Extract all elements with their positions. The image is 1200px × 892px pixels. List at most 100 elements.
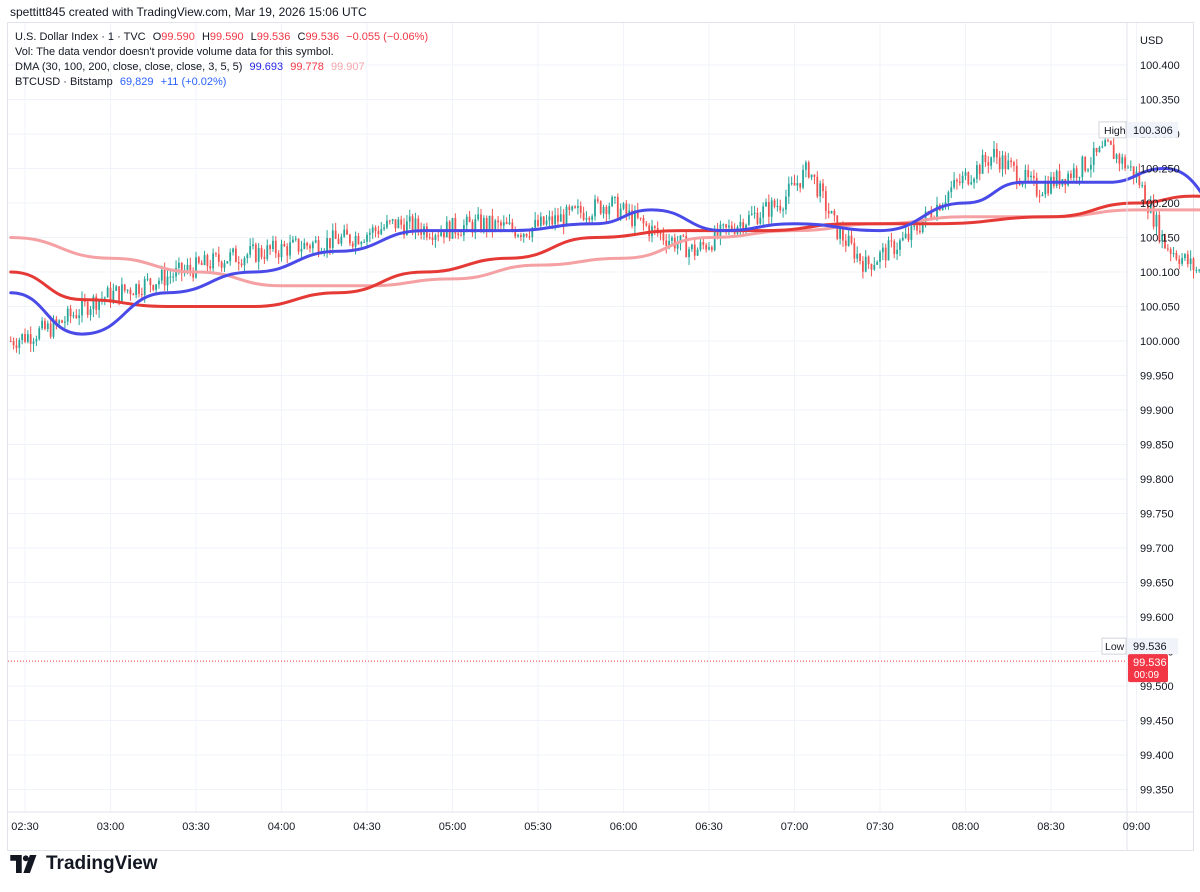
candle-body <box>209 266 212 269</box>
candle-body <box>454 217 457 234</box>
candle-body <box>1067 173 1069 185</box>
candle-body <box>819 183 822 197</box>
candle-body <box>158 280 160 285</box>
candle-body <box>622 203 625 209</box>
candle-body <box>437 235 440 237</box>
candle-body <box>397 219 400 229</box>
candle-body <box>66 308 69 322</box>
candle-body <box>95 296 98 310</box>
candle-body <box>417 218 420 230</box>
candle-body <box>645 223 648 226</box>
candle-body <box>579 205 582 213</box>
candle-body <box>1121 157 1124 164</box>
time-tick-label: 03:00 <box>97 821 125 833</box>
candle-body <box>388 220 391 222</box>
candle-body <box>123 284 126 291</box>
candle-body <box>189 264 192 271</box>
candle-body <box>653 226 656 229</box>
symbol-name: U.S. Dollar Index · 1 · TVC <box>15 31 146 43</box>
candle-body <box>1129 166 1132 168</box>
candle-body <box>782 209 784 211</box>
candle-body <box>520 235 522 238</box>
candle-body <box>853 242 856 259</box>
candle-body <box>981 154 984 174</box>
candle-body <box>585 217 588 220</box>
candle-body <box>1013 162 1015 166</box>
price-tick-label: 99.900 <box>1140 405 1174 417</box>
candle-body <box>29 334 32 344</box>
candle-body <box>691 244 693 250</box>
candle-body <box>805 162 807 170</box>
time-tick-label: 03:30 <box>182 821 210 833</box>
tradingview-logo[interactable]: TradingView <box>10 853 158 875</box>
candle-body <box>796 183 799 186</box>
candle-body <box>383 227 385 230</box>
candle-body <box>813 174 816 177</box>
candle-body <box>688 249 690 258</box>
candle-body <box>998 157 1001 170</box>
high-value-box <box>1128 121 1178 138</box>
candle-body <box>1047 182 1050 194</box>
candle-body <box>574 206 576 208</box>
candle-body <box>1166 248 1169 250</box>
time-tick-label: 07:30 <box>866 821 894 833</box>
candle-body <box>263 256 266 259</box>
candle-body <box>967 172 970 185</box>
candle-body <box>44 320 46 329</box>
candle-body <box>349 234 351 244</box>
candle-body <box>443 232 445 238</box>
candle-body <box>226 261 229 264</box>
legend-dma-row[interactable]: DMA (30, 100, 200, close, close, close, … <box>15 60 428 75</box>
time-tick-label: 08:30 <box>1037 821 1065 833</box>
open-value: 99.590 <box>161 31 195 43</box>
candle-body <box>351 243 354 247</box>
legend-volume-row[interactable]: Vol: The data vendor doesn't provide vol… <box>15 45 428 60</box>
candle-body <box>790 182 793 184</box>
candle-body <box>24 334 26 342</box>
candle-body <box>1041 194 1044 196</box>
time-axis: 02:30 03:00 03:30 04:00 04:30 05:00 05:30 06:00… <box>8 811 1194 833</box>
candle-body <box>81 299 83 316</box>
candle-body <box>867 256 870 264</box>
candle-body <box>306 242 309 246</box>
candle-body <box>793 182 796 186</box>
low-value: 99.536 <box>1133 641 1167 653</box>
candle-body <box>668 240 670 246</box>
chart-frame <box>7 22 1194 851</box>
candle-body <box>1075 168 1078 178</box>
candle-body <box>725 224 727 228</box>
candle-body <box>1092 148 1095 165</box>
candle-body <box>357 235 360 245</box>
candle-body <box>1004 155 1007 170</box>
candle-body <box>839 228 841 239</box>
candle-body <box>1158 214 1161 241</box>
candle-body <box>229 252 232 262</box>
legend-btc-row[interactable]: BTCUSD · Bitstamp 69,829 +11 (+0.02%) <box>15 75 428 90</box>
candle-body <box>1084 156 1087 171</box>
candle-body <box>75 315 78 318</box>
candle-body <box>283 243 286 247</box>
price-tick-label: 100.150 <box>1140 233 1180 245</box>
candle-body <box>551 216 554 225</box>
candle-body <box>1161 234 1164 241</box>
candle-body <box>26 334 29 342</box>
candle-body <box>534 219 537 228</box>
candle-body <box>884 247 887 261</box>
candle-body <box>824 191 827 211</box>
candle-body <box>750 213 753 215</box>
candle-body <box>1044 182 1047 195</box>
time-tick-label: 04:00 <box>268 821 296 833</box>
candle-body <box>1010 160 1012 163</box>
open-label: O <box>152 31 162 43</box>
candle-body <box>748 214 750 225</box>
candle-body <box>733 230 736 234</box>
candle-body <box>642 217 645 224</box>
btc-label: BTCUSD · Bitstamp <box>15 76 113 88</box>
candle-body <box>785 196 787 210</box>
candle-body <box>129 289 132 295</box>
candle-body <box>240 263 243 266</box>
btc-value: 69,829 <box>119 76 154 88</box>
legend-symbol-row[interactable]: U.S. Dollar Index · 1 · TVC O99.590 H99.… <box>15 30 428 45</box>
candle-body <box>522 233 525 238</box>
